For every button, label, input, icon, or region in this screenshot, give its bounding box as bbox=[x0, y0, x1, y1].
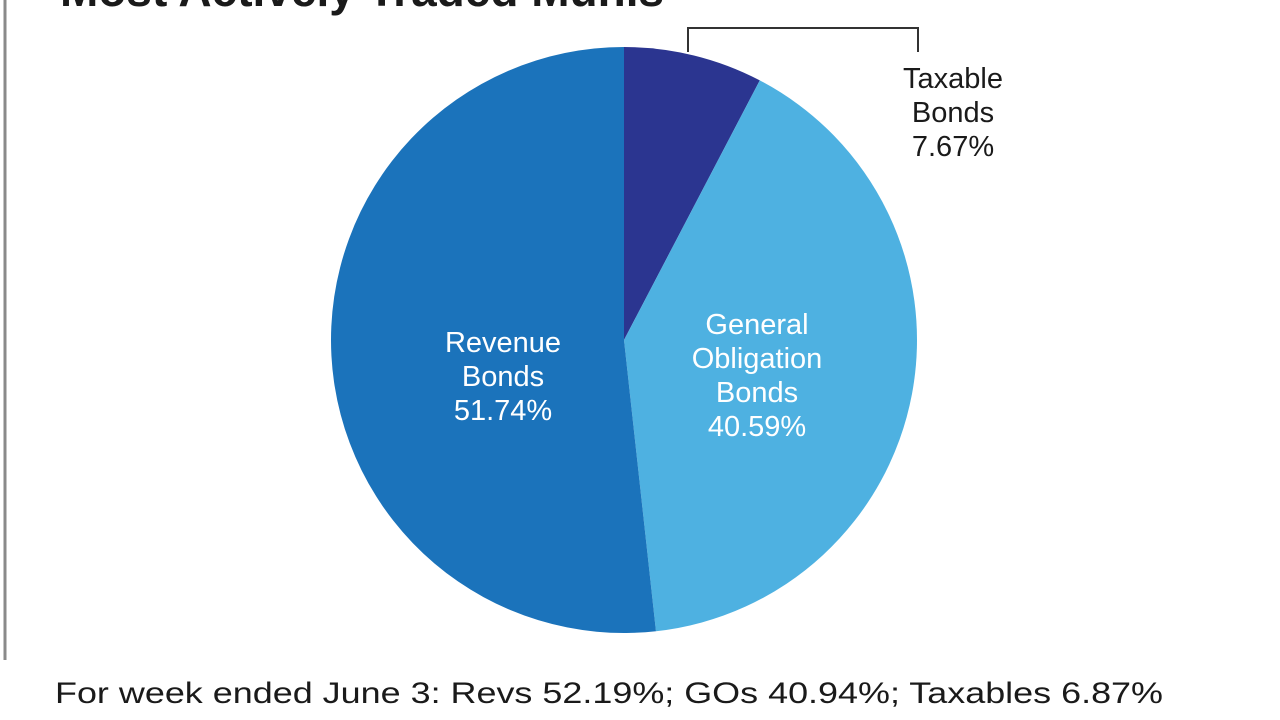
slice-category-line: General bbox=[705, 309, 808, 341]
slice-category-line: Taxable bbox=[903, 63, 1003, 95]
slice-label: Revenue Bonds 51.74% bbox=[445, 327, 561, 427]
leader-line bbox=[687, 27, 919, 52]
slice-category: Revenue Bonds bbox=[445, 327, 561, 393]
slice-category: General Obligation Bonds bbox=[692, 309, 823, 409]
pie-slice bbox=[624, 47, 760, 340]
slice-value-label: 40.59% bbox=[708, 411, 806, 443]
slice-label: Taxable Bonds 7.67% bbox=[903, 63, 1003, 163]
slice-value-label: 7.67% bbox=[912, 131, 994, 163]
slice-category-line: Obligation bbox=[692, 343, 823, 375]
chart-title: Most Actively Traded Munis bbox=[60, 0, 664, 16]
slice-category-line: Bonds bbox=[912, 97, 994, 129]
slice-category-line: Bonds bbox=[716, 377, 798, 409]
slice-value-label: 51.74% bbox=[454, 395, 552, 427]
pie-slice bbox=[624, 80, 917, 632]
slice-category-line: Bonds bbox=[462, 361, 544, 393]
slice-label: General Obligation Bonds 40.59% bbox=[692, 309, 823, 443]
pie-slice bbox=[331, 47, 656, 634]
footnote: For week ended June 3: Revs 52.19%; GOs … bbox=[55, 677, 1163, 710]
slice-category-line: Revenue bbox=[445, 327, 561, 359]
slice-category: Taxable Bonds bbox=[903, 63, 1003, 129]
